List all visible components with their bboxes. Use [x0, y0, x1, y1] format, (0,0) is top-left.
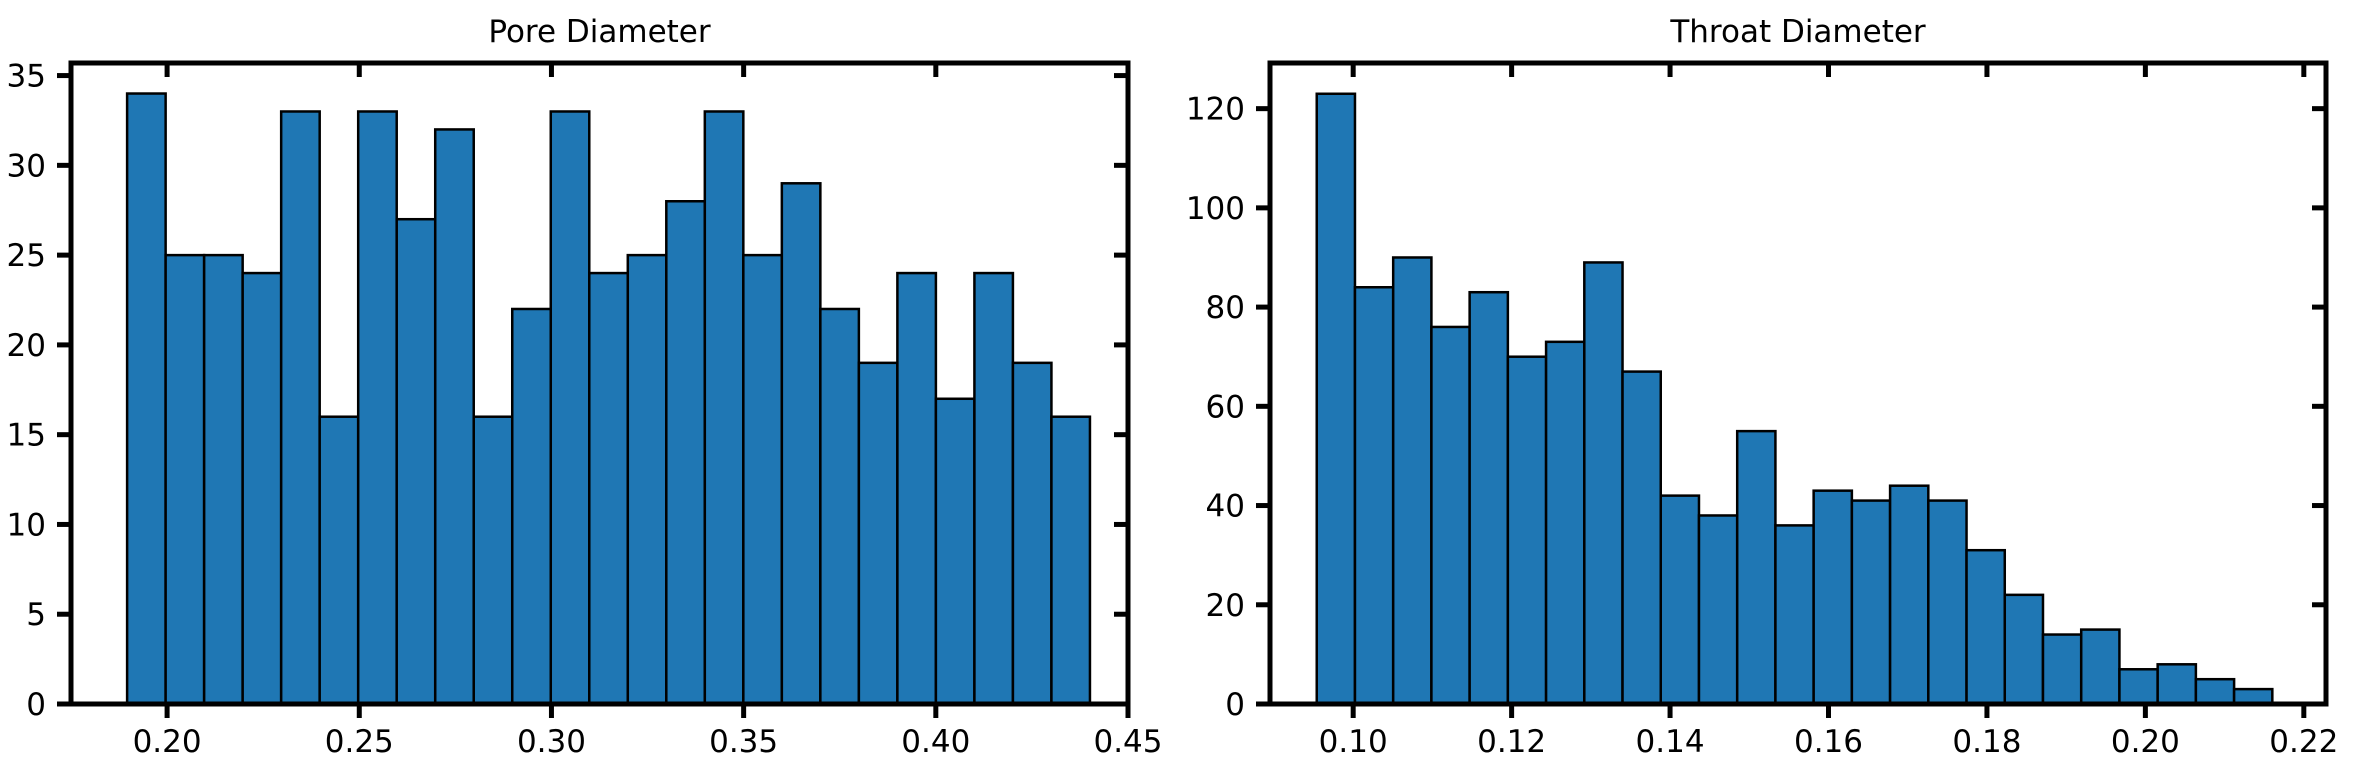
throat-histogram-bar: [1506, 355, 1548, 706]
throat-histogram-bar: [1965, 548, 2007, 706]
pore-histogram-bar: [433, 128, 475, 706]
throat-y-tick-label: 60: [1206, 389, 1245, 425]
pore-histogram-bar: [665, 200, 707, 706]
throat-histogram-bar: [2156, 663, 2198, 706]
throat-histogram-bar: [1659, 494, 1701, 706]
throat-x-tick-label: 0.10: [1319, 724, 1388, 760]
throat-y-tick-label: 120: [1186, 92, 1245, 128]
throat-x-tick-label: 0.12: [1477, 724, 1546, 760]
pore-histogram-bar: [703, 110, 745, 706]
pore-histogram-bar: [164, 253, 206, 706]
pore-x-tick-label: 0.20: [133, 724, 202, 760]
throat-histogram-bar: [1697, 514, 1739, 706]
pore-histogram-bar: [742, 253, 784, 706]
throat-histogram-bar: [1430, 325, 1471, 706]
throat-histogram-bar: [2194, 677, 2236, 706]
throat-histogram-bar: [1850, 499, 1892, 706]
pore-x-tick-label: 0.25: [325, 724, 394, 760]
pore-y-tick-label: 10: [7, 507, 46, 543]
pore-histogram-bar: [588, 271, 630, 706]
pore-histogram-bar: [857, 361, 899, 706]
throat-histogram-bar: [1468, 290, 1510, 706]
pore-x-tick-label: 0.35: [709, 724, 778, 760]
throat-histogram-bar: [1888, 484, 1930, 706]
throat-x-tick-label: 0.16: [1794, 724, 1863, 760]
throat-x-tick-label: 0.18: [1952, 724, 2021, 760]
throat-histogram-bar: [1735, 429, 1777, 706]
throat-histogram-bar: [2079, 628, 2121, 706]
pore-axes-frame: [68, 60, 1131, 707]
throat-histogram-bar: [1544, 340, 1586, 706]
pore-x-tick-label: 0.40: [901, 724, 970, 760]
pore-histogram-bar: [896, 271, 938, 706]
pore-histogram-bar: [549, 110, 591, 706]
throat-axes-frame: [1267, 60, 2329, 707]
throat-y-tick-label: 100: [1186, 191, 1245, 227]
pore-x-tick-label: 0.45: [1093, 724, 1162, 760]
throat-diameter-title: Throat Diameter: [1669, 14, 1926, 50]
throat-histogram-bar: [1315, 92, 1357, 706]
throat-histogram-bar: [1353, 286, 1395, 706]
pore-histogram-bar: [626, 253, 668, 706]
pore-histogram-bar: [1050, 415, 1092, 706]
pore-y-tick-label: 35: [7, 59, 46, 95]
throat-histogram-bar: [1927, 499, 1968, 706]
pore-histogram-bar: [318, 415, 360, 706]
pore-histogram-bar: [395, 217, 437, 706]
pore-y-tick-label: 25: [7, 238, 46, 274]
pore-histogram-bar: [819, 307, 861, 706]
pore-y-tick-label: 30: [7, 148, 46, 184]
pore-histogram-bar: [510, 307, 553, 706]
throat-y-tick-label: 80: [1206, 290, 1245, 326]
throat-y-tick-label: 40: [1206, 489, 1245, 525]
throat-x-tick-label: 0.20: [2111, 724, 2180, 760]
pore-diameter-panel: Pore Diameter 0.20 0.25 0.30 0.35 0.40 0.45 0 5…: [7, 14, 1163, 760]
pore-histogram-bar: [973, 271, 1015, 706]
pore-x-tick-label: 0.30: [517, 724, 586, 760]
pore-histogram-bar: [472, 415, 514, 706]
pore-y-tick-label: 15: [7, 418, 46, 454]
throat-x-tick-label: 0.14: [1636, 724, 1705, 760]
pore-diameter-title: Pore Diameter: [488, 14, 711, 50]
throat-histogram-bar: [2041, 633, 2083, 706]
throat-histogram-bar: [2003, 593, 2045, 706]
throat-histogram-bar: [1391, 256, 1433, 706]
throat-histogram-bar: [1812, 489, 1854, 706]
pore-y-tick-label: 5: [26, 597, 46, 633]
pore-histogram-bar: [1011, 361, 1053, 706]
pore-histogram-bar: [202, 253, 244, 706]
pore-y-tick-label: 20: [7, 328, 46, 364]
pore-histogram-bar: [279, 110, 321, 706]
pore-histogram-bar: [780, 182, 822, 706]
throat-histogram-bar: [2118, 668, 2159, 706]
throat-y-tick-label: 0: [1225, 687, 1245, 723]
pore-histogram-bar: [356, 110, 398, 706]
throat-y-tick-label: 20: [1206, 588, 1245, 624]
pore-histogram-bar: [125, 92, 167, 706]
pore-histogram-bar: [241, 271, 283, 706]
throat-diameter-panel: Throat Diameter 0.10 0.12 0.14 0.16 0.18 0.20…: [1186, 14, 2339, 760]
pore-y-tick-label: 0: [26, 687, 46, 723]
throat-histogram-bar: [1774, 524, 1815, 706]
throat-histogram-bar: [1583, 261, 1624, 706]
throat-x-tick-label: 0.22: [2269, 724, 2338, 760]
throat-histogram-bar: [1621, 370, 1663, 706]
pore-histogram-bar: [934, 397, 976, 706]
